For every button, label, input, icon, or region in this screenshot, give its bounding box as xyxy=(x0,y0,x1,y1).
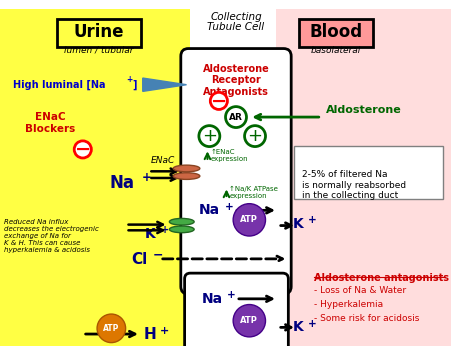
Text: +: + xyxy=(227,290,235,300)
Text: +: + xyxy=(142,171,152,185)
Text: ↑Na/K ATPase
expression: ↑Na/K ATPase expression xyxy=(229,186,278,199)
Text: High luminal [Na: High luminal [Na xyxy=(13,80,106,90)
Text: +: + xyxy=(127,76,133,84)
Text: Na: Na xyxy=(199,203,220,217)
FancyBboxPatch shape xyxy=(184,273,288,353)
Circle shape xyxy=(199,126,220,147)
Text: −: − xyxy=(74,140,91,159)
Text: - Some risk for acidosis: - Some risk for acidosis xyxy=(314,314,419,323)
Text: +: + xyxy=(160,326,169,336)
Ellipse shape xyxy=(173,173,200,179)
Text: ATP: ATP xyxy=(103,324,119,333)
FancyBboxPatch shape xyxy=(181,49,291,294)
Text: H: H xyxy=(144,328,157,343)
Text: Aldosterone
Receptor
Antagonists: Aldosterone Receptor Antagonists xyxy=(202,64,269,97)
Text: ENaC
Blockers: ENaC Blockers xyxy=(25,112,75,133)
Text: Na: Na xyxy=(201,292,223,306)
Text: −: − xyxy=(152,248,163,262)
Text: - Hyperkalemia: - Hyperkalemia xyxy=(314,300,383,309)
Text: Reduced Na influx
decreases the electrogenic
exchange of Na for
K & H. This can : Reduced Na influx decreases the electrog… xyxy=(4,219,99,253)
Text: Tubule Cell: Tubule Cell xyxy=(208,22,264,32)
Text: +: + xyxy=(308,215,317,225)
FancyBboxPatch shape xyxy=(57,19,141,47)
Polygon shape xyxy=(143,78,186,91)
Circle shape xyxy=(226,106,246,127)
Ellipse shape xyxy=(169,226,194,233)
Polygon shape xyxy=(0,9,191,346)
Text: K: K xyxy=(292,217,303,231)
FancyBboxPatch shape xyxy=(299,19,373,47)
Text: ]: ] xyxy=(132,80,137,90)
Text: K: K xyxy=(145,227,156,241)
Text: Blood: Blood xyxy=(310,23,363,42)
Text: lumen / tubular: lumen / tubular xyxy=(64,46,134,55)
Text: Na: Na xyxy=(109,174,134,192)
Text: 2-5% of filtered Na
is normally reabsorbed
in the collecting duct: 2-5% of filtered Na is normally reabsorb… xyxy=(301,170,406,200)
Text: Urine: Urine xyxy=(74,23,124,42)
Text: +: + xyxy=(247,127,263,145)
Text: ATP: ATP xyxy=(240,316,258,325)
Ellipse shape xyxy=(169,218,194,225)
Circle shape xyxy=(233,204,265,236)
Text: +: + xyxy=(161,225,169,235)
Text: K: K xyxy=(292,320,303,334)
Text: Aldosterone: Aldosterone xyxy=(326,105,401,115)
Text: AR: AR xyxy=(229,113,243,121)
Text: Collecting: Collecting xyxy=(210,12,262,22)
Text: ↑ENaC
expression: ↑ENaC expression xyxy=(210,149,248,162)
Circle shape xyxy=(245,126,265,147)
Circle shape xyxy=(97,314,126,343)
Text: Aldosterone antagonists: Aldosterone antagonists xyxy=(314,273,449,283)
Text: Cl: Cl xyxy=(131,252,147,267)
Text: +: + xyxy=(225,202,233,212)
Text: - Loss of Na & Water: - Loss of Na & Water xyxy=(314,285,406,295)
Ellipse shape xyxy=(173,165,200,172)
Circle shape xyxy=(74,141,91,158)
Text: +: + xyxy=(308,318,317,329)
Polygon shape xyxy=(276,9,451,346)
FancyBboxPatch shape xyxy=(294,146,443,199)
Text: +: + xyxy=(202,127,217,145)
Text: basolateral: basolateral xyxy=(311,46,361,55)
Text: ENaC: ENaC xyxy=(151,156,175,165)
Circle shape xyxy=(210,92,228,109)
Text: −: − xyxy=(210,91,227,110)
Text: ATP: ATP xyxy=(240,215,258,224)
Circle shape xyxy=(233,305,265,337)
